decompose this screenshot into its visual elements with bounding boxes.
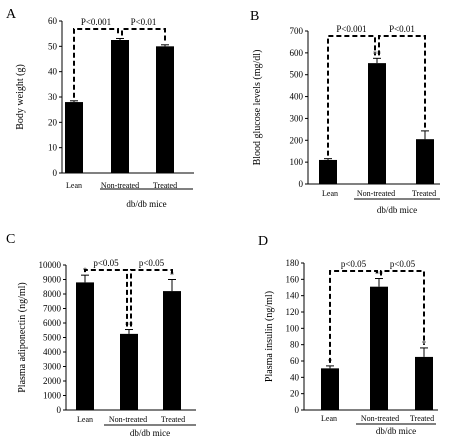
- y-tick-label: 700: [290, 26, 304, 36]
- x-tick-label: Lean: [66, 181, 82, 190]
- comparison-bracket: [378, 35, 426, 128]
- comparison-bracket: [130, 269, 173, 327]
- comparison-label: p<0.05: [139, 258, 165, 268]
- y-tick-label: 80: [290, 340, 300, 350]
- y-tick-label: 5000: [43, 333, 62, 343]
- comparison-label: p<0.05: [93, 258, 119, 268]
- group-label: db/db mice: [126, 199, 166, 209]
- y-tick-label: 300: [290, 113, 304, 123]
- significance-mark: **: [125, 321, 133, 330]
- bar: [319, 159, 337, 184]
- group-label: db/db mice: [376, 426, 416, 436]
- significance-mark: *: [170, 271, 174, 280]
- comparison-bracket: [84, 269, 128, 327]
- y-tick-label: 100: [290, 157, 304, 167]
- group-label: db/db mice: [130, 428, 170, 438]
- bar: [415, 356, 433, 410]
- y-tick-label: 30: [48, 92, 58, 102]
- comparison-label: p<0.05: [390, 259, 416, 269]
- x-tick-label: Treated: [153, 181, 177, 190]
- y-tick-label: 0: [299, 179, 304, 189]
- significance-mark: **: [373, 49, 381, 58]
- comparison-bracket: [329, 270, 378, 363]
- panel-c: C 0 1000 2000 3000 4000 5000 6000 7000 8000 9000 10…: [6, 232, 196, 438]
- x-tick-label: Non-treated: [109, 415, 147, 424]
- y-tick-label: 3000: [43, 362, 62, 372]
- y-tick-label: 6000: [43, 318, 62, 328]
- y-tick-label: 0: [295, 405, 300, 415]
- comparison-label: P<0.001: [81, 17, 111, 27]
- significance-mark: **: [375, 270, 383, 279]
- bar: [163, 291, 181, 410]
- y-tick-label: 50: [48, 41, 58, 51]
- y-axis-title: Plasma insulin (ng/ml): [264, 291, 275, 382]
- y-tick-label: 2000: [43, 376, 62, 386]
- panel-letter: C: [6, 232, 15, 247]
- y-tick-label: 40: [48, 67, 58, 77]
- y-tick-label: 500: [290, 70, 304, 80]
- y-tick-label: 10: [48, 143, 58, 153]
- panel-d: D 0 20 40 60 80 100 120 140 160 180 Plasma insulin …: [258, 234, 438, 436]
- comparison-bracket: [73, 28, 119, 98]
- y-tick-label: 20: [48, 117, 58, 127]
- x-tick-label: Non-treated: [101, 181, 139, 190]
- significance-mark: *: [422, 339, 426, 348]
- x-tick-label: Treated: [410, 414, 434, 423]
- y-tick-label: 200: [290, 135, 304, 145]
- panel-letter: B: [250, 9, 259, 24]
- bar: [76, 282, 94, 410]
- x-tick-label: Lean: [322, 189, 338, 198]
- y-tick-label: 600: [290, 48, 304, 58]
- y-tick-label: 10000: [39, 260, 62, 270]
- y-axis-title: Plasma adiponectin (ng/ml): [17, 282, 28, 393]
- y-tick-label: 0: [57, 405, 62, 415]
- bar: [370, 286, 388, 410]
- y-tick-label: 160: [286, 274, 300, 284]
- x-tick-label: Treated: [161, 415, 185, 424]
- x-tick-label: Non-treated: [357, 189, 395, 198]
- comparison-label: P<0.001: [336, 24, 366, 34]
- comparison-bracket: [380, 270, 425, 345]
- y-tick-label: 8000: [43, 289, 62, 299]
- comparison-label: P<0.01: [131, 17, 157, 27]
- y-tick-label: 400: [290, 92, 304, 102]
- y-tick-label: 60: [48, 16, 58, 26]
- x-tick-label: Lean: [77, 415, 93, 424]
- y-tick-label: 4000: [43, 347, 62, 357]
- comparison-label: P<0.01: [389, 24, 415, 34]
- y-tick-label: 120: [286, 307, 300, 317]
- y-tick-label: 180: [286, 258, 300, 268]
- panel-letter: D: [258, 234, 268, 249]
- y-axis-title: Blood glucose levels (mg/dl): [252, 50, 263, 166]
- x-tick-label: Non-treated: [361, 414, 399, 423]
- panel-b: B 0 100 200 300 400 500 600 700 Blood glucose lev…: [250, 9, 440, 215]
- panel-a: A 0 10 20 30 40 50 60 Body weight (g) Lean Non-tre…: [6, 7, 194, 209]
- y-tick-label: 20: [290, 389, 300, 399]
- comparison-bracket: [121, 28, 166, 42]
- y-tick-label: 0: [53, 168, 58, 178]
- bar: [416, 139, 434, 184]
- y-tick-label: 40: [290, 372, 300, 382]
- comparison-label: p<0.05: [341, 259, 367, 269]
- bar: [156, 46, 174, 174]
- bar: [65, 102, 83, 173]
- y-tick-label: 60: [290, 356, 300, 366]
- x-tick-label: Lean: [321, 414, 337, 423]
- y-tick-label: 1000: [43, 391, 62, 401]
- y-tick-label: 100: [286, 323, 300, 333]
- y-tick-label: 140: [286, 291, 300, 301]
- y-tick-label: 7000: [43, 304, 62, 314]
- y-tick-label: 9000: [43, 275, 62, 285]
- bar: [321, 368, 339, 410]
- bar: [120, 333, 138, 410]
- group-label: db/db mice: [377, 205, 417, 215]
- panel-letter: A: [6, 7, 17, 22]
- y-axis-title: Body weight (g): [15, 64, 26, 130]
- comparison-bracket: [327, 35, 376, 156]
- x-tick-label: Treated: [412, 189, 436, 198]
- bar: [111, 40, 129, 173]
- bar: [368, 63, 386, 184]
